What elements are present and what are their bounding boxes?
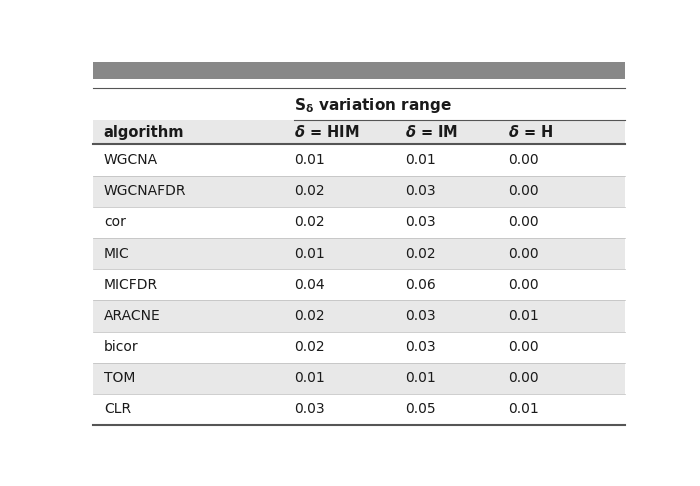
Text: MIC: MIC bbox=[104, 246, 130, 260]
Text: 0.02: 0.02 bbox=[405, 246, 435, 260]
Text: 0.00: 0.00 bbox=[508, 246, 538, 260]
Text: 0.02: 0.02 bbox=[294, 309, 324, 323]
Text: 0.01: 0.01 bbox=[294, 246, 324, 260]
Text: 0.03: 0.03 bbox=[405, 215, 435, 229]
Bar bbox=[93, 331, 624, 363]
Text: 0.02: 0.02 bbox=[294, 340, 324, 354]
Bar bbox=[93, 238, 624, 269]
Bar bbox=[93, 175, 624, 207]
Text: $\boldsymbol{\delta}$ = IM: $\boldsymbol{\delta}$ = IM bbox=[405, 124, 458, 140]
Text: 0.00: 0.00 bbox=[508, 153, 538, 167]
Text: MICFDR: MICFDR bbox=[104, 278, 158, 292]
Text: 0.00: 0.00 bbox=[508, 278, 538, 292]
Text: 0.01: 0.01 bbox=[294, 153, 324, 167]
Bar bbox=[93, 394, 624, 425]
Text: 0.03: 0.03 bbox=[405, 340, 435, 354]
Text: TOM: TOM bbox=[104, 371, 135, 385]
Text: ARACNE: ARACNE bbox=[104, 309, 160, 323]
Text: 0.03: 0.03 bbox=[405, 184, 435, 198]
Bar bbox=[93, 207, 624, 238]
Text: 0.01: 0.01 bbox=[294, 371, 324, 385]
Text: WGCNA: WGCNA bbox=[104, 153, 158, 167]
Text: 0.02: 0.02 bbox=[294, 184, 324, 198]
Bar bbox=[93, 269, 624, 300]
Text: 0.05: 0.05 bbox=[405, 402, 435, 417]
Text: 0.04: 0.04 bbox=[294, 278, 324, 292]
Text: $\mathbf{S_{\delta}}$ variation range: $\mathbf{S_{\delta}}$ variation range bbox=[294, 96, 452, 115]
Text: 0.00: 0.00 bbox=[508, 215, 538, 229]
Text: CLR: CLR bbox=[104, 402, 131, 417]
Text: 0.06: 0.06 bbox=[405, 278, 435, 292]
Text: 0.03: 0.03 bbox=[405, 309, 435, 323]
Text: 0.01: 0.01 bbox=[508, 309, 539, 323]
Text: 0.03: 0.03 bbox=[294, 402, 324, 417]
Text: bicor: bicor bbox=[104, 340, 139, 354]
Bar bbox=[93, 120, 624, 144]
Text: 0.00: 0.00 bbox=[508, 371, 538, 385]
Text: $\boldsymbol{\delta}$ = H: $\boldsymbol{\delta}$ = H bbox=[508, 124, 553, 140]
Text: 0.01: 0.01 bbox=[405, 153, 435, 167]
Text: 0.01: 0.01 bbox=[405, 371, 435, 385]
Text: 0.00: 0.00 bbox=[508, 184, 538, 198]
Bar bbox=[93, 300, 624, 331]
Text: $\boldsymbol{\delta}$ = HIM: $\boldsymbol{\delta}$ = HIM bbox=[294, 124, 359, 140]
Text: 0.01: 0.01 bbox=[508, 402, 539, 417]
Text: cor: cor bbox=[104, 215, 126, 229]
Text: WGCNAFDR: WGCNAFDR bbox=[104, 184, 186, 198]
Bar bbox=[93, 363, 624, 394]
Text: 0.00: 0.00 bbox=[508, 340, 538, 354]
Text: algorithm: algorithm bbox=[104, 125, 184, 140]
Bar bbox=[93, 62, 624, 79]
Text: 0.02: 0.02 bbox=[294, 215, 324, 229]
Bar bbox=[93, 144, 624, 175]
